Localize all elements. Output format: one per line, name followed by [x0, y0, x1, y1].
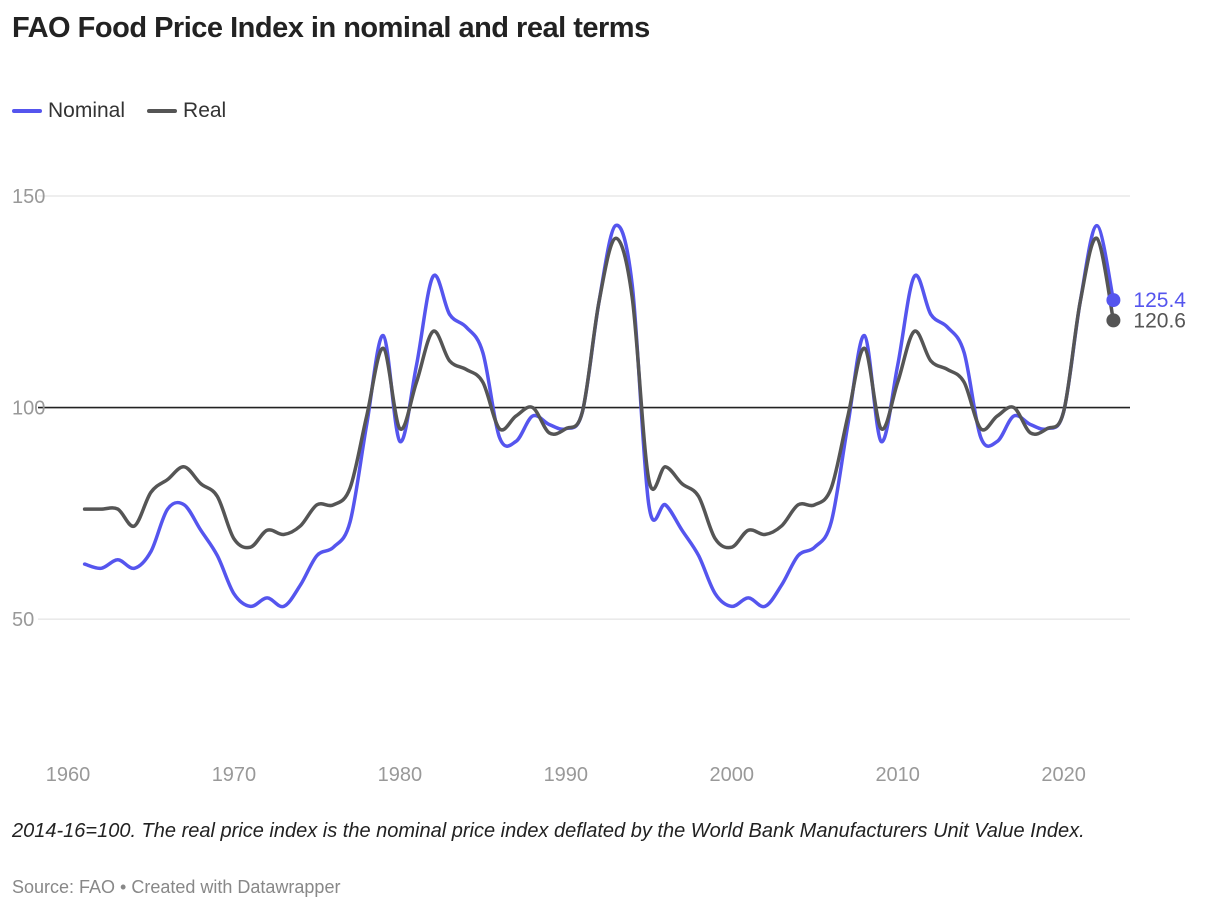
y-tick-label-150: 150 [12, 186, 45, 208]
end-label-nominal: 125.4 [1133, 289, 1186, 312]
line-chart: 50 100 150 1960 1970 1980 1990 2000 2010 2020 125.… [12, 186, 1186, 786]
x-tick-label-2010: 2010 [875, 764, 920, 786]
x-tick-label-2000: 2000 [710, 764, 755, 786]
legend-swatch-real [147, 109, 178, 113]
end-point-real [1106, 313, 1121, 328]
legend-label-real: Real [183, 99, 227, 122]
legend-item-real: Real [147, 99, 226, 123]
x-tick-label-1980: 1980 [378, 764, 423, 786]
end-point-nominal [1106, 293, 1121, 308]
legend-item-nominal: Nominal [12, 99, 125, 123]
legend-swatch-nominal [12, 109, 42, 113]
x-tick-label-1960: 1960 [46, 764, 91, 786]
end-label-real: 120.6 [1133, 309, 1186, 332]
chart-source: Source: FAO • Created with Datawrapper [12, 877, 341, 897]
legend-label-nominal: Nominal [48, 99, 126, 122]
series-line-real [82, 236, 1116, 550]
x-tick-label-2020: 2020 [1041, 764, 1086, 786]
y-tick-label-100: 100 [12, 398, 45, 420]
x-tick-label-1990: 1990 [544, 764, 589, 786]
series-line-nominal [82, 223, 1116, 609]
chart-note: 2014-16=100. The real price index is the… [12, 820, 1085, 842]
x-tick-label-1970: 1970 [212, 764, 257, 786]
legend: Nominal Real [12, 99, 226, 123]
y-tick-label-50: 50 [12, 609, 34, 631]
chart-title: FAO Food Price Index in nominal and real… [12, 12, 650, 44]
